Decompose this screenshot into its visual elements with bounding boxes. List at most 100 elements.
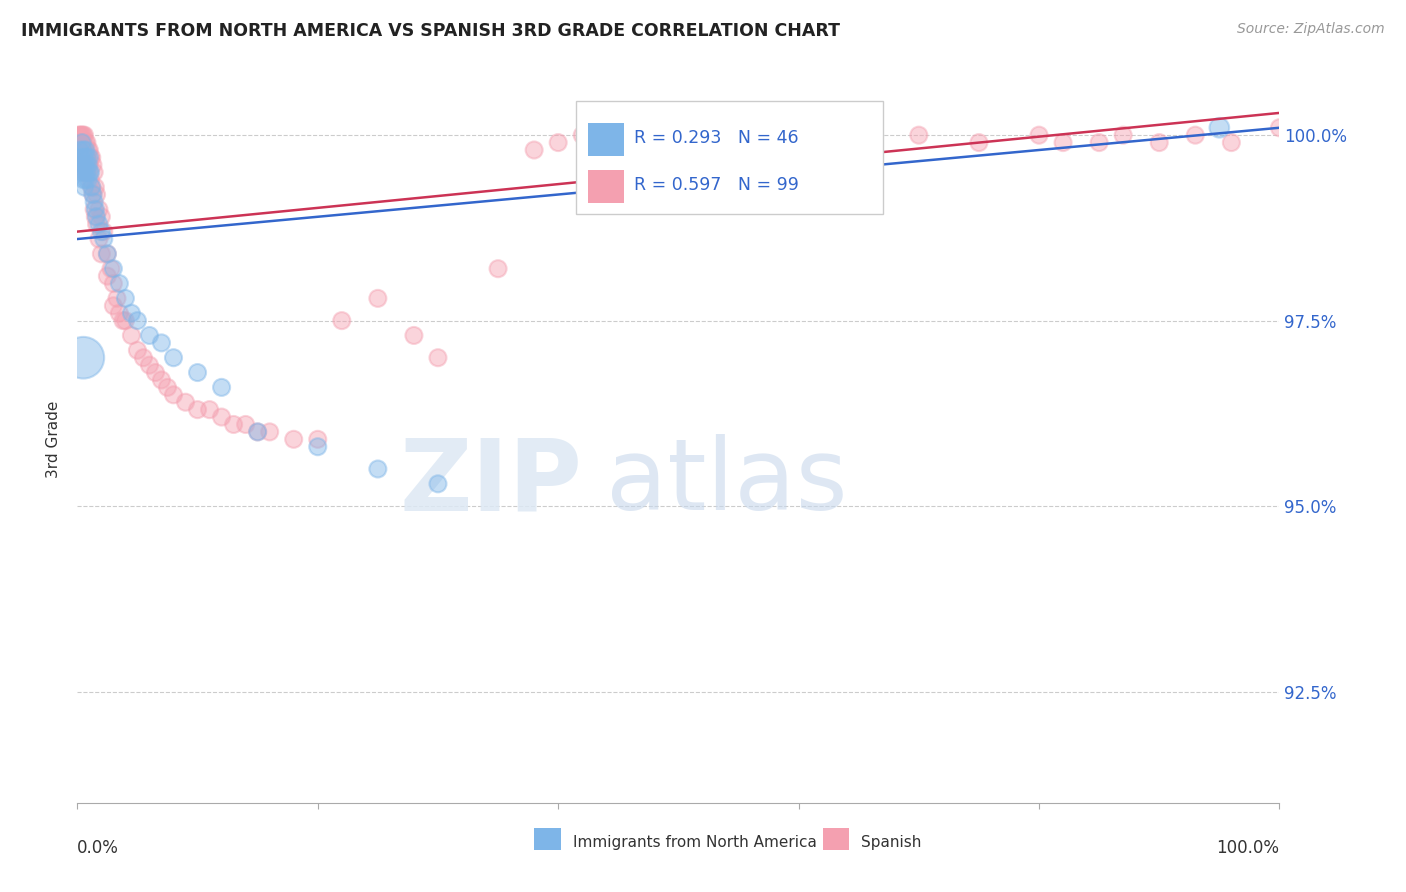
- Point: [114, 291, 136, 305]
- Point: [307, 433, 329, 447]
- Point: [120, 306, 142, 320]
- Point: [72, 172, 94, 186]
- Text: atlas: atlas: [606, 434, 848, 532]
- Point: [70, 136, 93, 150]
- Point: [69, 136, 91, 150]
- Point: [222, 417, 245, 432]
- Point: [668, 128, 690, 143]
- Point: [72, 143, 94, 157]
- Point: [402, 328, 425, 343]
- Point: [84, 210, 107, 224]
- Point: [73, 180, 96, 194]
- Point: [76, 165, 98, 179]
- Point: [132, 351, 155, 365]
- Point: [83, 202, 105, 217]
- Point: [848, 136, 870, 150]
- Point: [1088, 136, 1111, 150]
- Point: [84, 180, 107, 194]
- Point: [77, 143, 100, 157]
- Point: [79, 172, 101, 186]
- Point: [1112, 128, 1135, 143]
- Point: [72, 351, 94, 365]
- Point: [1149, 136, 1171, 150]
- Point: [283, 433, 305, 447]
- Point: [70, 143, 93, 157]
- Point: [174, 395, 197, 409]
- Point: [72, 136, 94, 150]
- Point: [80, 180, 103, 194]
- Text: 100.0%: 100.0%: [1216, 839, 1279, 857]
- Point: [82, 187, 104, 202]
- Point: [96, 269, 118, 284]
- Point: [76, 150, 98, 164]
- Point: [79, 165, 101, 179]
- Point: [70, 165, 93, 179]
- Point: [246, 425, 269, 439]
- Point: [367, 291, 389, 305]
- Point: [145, 366, 167, 380]
- Point: [108, 277, 131, 291]
- Point: [67, 128, 90, 143]
- Point: [73, 128, 96, 143]
- Point: [77, 172, 100, 186]
- Point: [787, 128, 810, 143]
- Point: [138, 358, 160, 372]
- Point: [86, 217, 108, 231]
- Point: [108, 306, 131, 320]
- Point: [76, 165, 98, 179]
- Bar: [588, 123, 624, 156]
- Point: [73, 143, 96, 157]
- Y-axis label: 3rd Grade: 3rd Grade: [46, 401, 62, 478]
- Point: [82, 187, 104, 202]
- Point: [82, 158, 104, 172]
- Point: [69, 128, 91, 143]
- Point: [150, 373, 173, 387]
- Point: [1220, 136, 1243, 150]
- Point: [105, 291, 128, 305]
- Point: [619, 128, 641, 143]
- Point: [1028, 128, 1050, 143]
- Point: [486, 261, 509, 276]
- Point: [727, 136, 749, 150]
- Point: [83, 165, 105, 179]
- Point: [571, 128, 593, 143]
- Point: [1268, 120, 1291, 135]
- Point: [967, 136, 990, 150]
- Point: [90, 247, 112, 261]
- Bar: [823, 828, 849, 850]
- Point: [127, 343, 149, 358]
- Text: ZIP: ZIP: [399, 434, 582, 532]
- Bar: [588, 170, 624, 203]
- Point: [70, 158, 93, 172]
- Point: [80, 180, 103, 194]
- Point: [72, 158, 94, 172]
- Point: [79, 150, 101, 164]
- Point: [86, 210, 108, 224]
- Text: Source: ZipAtlas.com: Source: ZipAtlas.com: [1237, 22, 1385, 37]
- Point: [100, 261, 122, 276]
- Point: [93, 225, 115, 239]
- Point: [73, 165, 96, 179]
- Point: [103, 277, 125, 291]
- Text: R = 0.597   N = 99: R = 0.597 N = 99: [634, 176, 799, 194]
- Point: [1208, 120, 1230, 135]
- Point: [1184, 128, 1206, 143]
- Point: [330, 313, 353, 327]
- Point: [79, 158, 101, 172]
- Point: [211, 380, 233, 394]
- Point: [79, 143, 101, 157]
- Point: [111, 313, 134, 327]
- Point: [908, 128, 931, 143]
- Point: [75, 165, 97, 179]
- Point: [96, 247, 118, 261]
- Point: [75, 150, 97, 164]
- Point: [69, 143, 91, 157]
- Point: [72, 150, 94, 164]
- Point: [427, 351, 450, 365]
- Point: [198, 402, 221, 417]
- Point: [103, 299, 125, 313]
- Point: [86, 187, 108, 202]
- Point: [75, 136, 97, 150]
- Point: [72, 165, 94, 179]
- Text: R = 0.293   N = 46: R = 0.293 N = 46: [634, 128, 799, 146]
